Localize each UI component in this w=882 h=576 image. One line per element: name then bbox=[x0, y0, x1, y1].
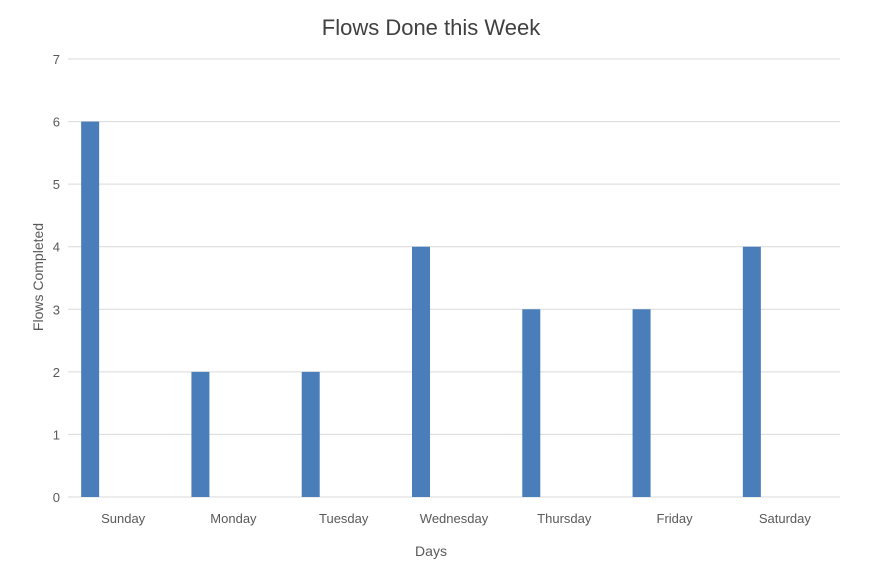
bar-sunday bbox=[81, 121, 100, 498]
bar-monday bbox=[191, 371, 210, 497]
x-axis-ticks: Sunday Monday Tuesday Wednesday Thursday Frid… bbox=[101, 511, 811, 526]
y-tick-label: 4 bbox=[53, 240, 60, 255]
y-tick-label: 2 bbox=[53, 365, 60, 380]
bar-saturday bbox=[742, 246, 761, 497]
chart-title: Flows Done this Week bbox=[322, 15, 541, 40]
x-tick-label: Tuesday bbox=[319, 511, 369, 526]
bar-wednesday bbox=[412, 246, 430, 497]
x-tick-label: Sunday bbox=[101, 511, 146, 526]
x-tick-label: Saturday bbox=[759, 511, 812, 526]
y-axis-ticks: 0 1 2 3 4 5 6 7 bbox=[53, 52, 60, 505]
bar-thursday bbox=[522, 309, 541, 497]
bars bbox=[81, 121, 761, 498]
x-tick-label: Wednesday bbox=[420, 511, 489, 526]
y-tick-label: 1 bbox=[53, 427, 60, 442]
y-tick-label: 3 bbox=[53, 302, 60, 317]
y-tick-label: 7 bbox=[53, 52, 60, 67]
gridlines bbox=[68, 58, 840, 498]
y-axis-title: Flows Completed bbox=[30, 223, 46, 331]
bar-tuesday bbox=[301, 371, 320, 497]
x-tick-label: Friday bbox=[657, 511, 694, 526]
x-axis-title: Days bbox=[415, 543, 447, 559]
bar-friday bbox=[632, 309, 651, 497]
x-tick-label: Thursday bbox=[537, 511, 592, 526]
y-tick-label: 6 bbox=[53, 115, 60, 130]
y-tick-label: 0 bbox=[53, 490, 60, 505]
y-tick-label: 5 bbox=[53, 177, 60, 192]
x-tick-label: Monday bbox=[210, 511, 257, 526]
